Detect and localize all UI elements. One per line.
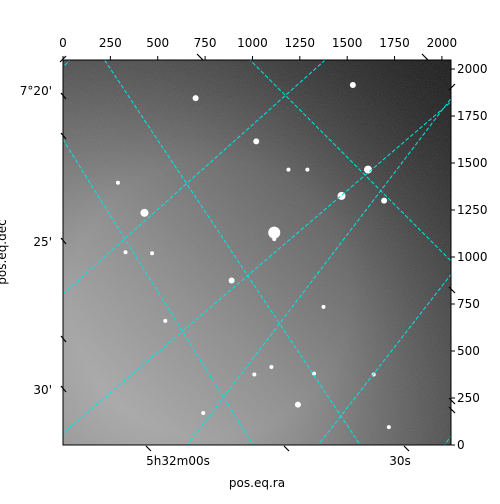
y-tick-label-0: 0 [457, 438, 465, 452]
y-tick-label-5: 1250 [457, 203, 488, 217]
wcs-tick-13 [448, 397, 456, 405]
star-23 [201, 411, 206, 416]
y-tick-label-6: 1500 [457, 156, 488, 170]
star-17 [252, 372, 257, 377]
x-tick-label-2: 500 [146, 36, 169, 50]
sky-noise [63, 60, 451, 445]
x-tick-label-5: 1250 [285, 36, 316, 50]
star-20 [269, 364, 274, 369]
wcs-tick-10 [421, 53, 429, 61]
star-16 [115, 180, 120, 185]
star-6 [381, 197, 388, 204]
y-tick-label-1: 250 [457, 391, 480, 405]
wcs-tick-11 [448, 83, 456, 91]
x-tick-label-1: 250 [99, 36, 122, 50]
wcs-tick-12 [448, 286, 456, 294]
star-3 [228, 277, 235, 284]
wcs-tick-1 [60, 132, 67, 140]
y-tick-label-7: 1750 [457, 109, 488, 123]
star-21 [163, 318, 168, 323]
y-tick-label-4: 1000 [457, 250, 488, 264]
x-tick-label-3: 750 [194, 36, 217, 50]
star-13 [305, 167, 310, 172]
ra-tick-label-0: 5h32m00s [146, 454, 210, 468]
star-8 [253, 138, 260, 145]
y-tick-label-3: 750 [457, 297, 480, 311]
star-11 [321, 304, 326, 309]
grid-line-5 [63, 60, 326, 295]
dec-tick-label-1: 25' [33, 235, 52, 249]
ra-tick-label-1: 30s [389, 454, 411, 468]
x-ticks-top: 0 250 500 750 1000 1250 1500 1750 2000 [59, 36, 457, 60]
x-tick-label-8: 2000 [427, 36, 458, 50]
star-14 [272, 237, 277, 242]
wcs-tick-8 [59, 55, 67, 63]
star-22 [386, 425, 391, 430]
x-tick-label-7: 1750 [379, 36, 410, 50]
wcs-tick-6 [283, 445, 290, 452]
star-7 [349, 82, 356, 89]
y-ticks-right: 0 250 500 750 1000 1250 1500 1750 2000 [451, 62, 488, 452]
wcs-tick-9 [196, 53, 204, 61]
plot-frame [62, 59, 452, 446]
wcs-tick-5 [145, 445, 152, 452]
grid-line-1 [103, 60, 361, 445]
y-tick-label-2: 500 [457, 344, 480, 358]
y-axis-label: pos.eq.dec [0, 219, 9, 284]
grid-line-4 [63, 101, 451, 434]
wcs-tick-3 [60, 335, 67, 343]
x-tick-label-0: 0 [59, 36, 67, 50]
wcs-tick-2 [60, 237, 67, 245]
wcs-ticks [59, 53, 456, 452]
y-tick-label-8: 2000 [457, 62, 488, 76]
x-axis-label: pos.eq.ra [229, 476, 285, 490]
star-10 [294, 401, 301, 408]
star-15 [123, 250, 128, 255]
star-2 [192, 95, 199, 102]
wcs-tick-7 [403, 445, 410, 452]
star-4 [364, 165, 373, 174]
star-9 [150, 251, 155, 256]
star-0 [268, 226, 281, 239]
x-tick-label-4: 1000 [237, 36, 268, 50]
star-1 [140, 208, 149, 217]
wcs-tick-0 [60, 92, 67, 100]
dec-tick-label-2: 30' [33, 383, 52, 397]
x-tick-label-6: 1500 [332, 36, 363, 50]
grid-line-2 [249, 60, 451, 262]
grid-line-7 [317, 273, 451, 445]
wcs-tick-4 [60, 385, 67, 393]
dec-tick-label-0: 7°20' [20, 84, 52, 98]
star-12 [286, 167, 291, 172]
wcs-tick-14 [448, 406, 456, 414]
grid-line-6 [186, 97, 451, 445]
star-18 [312, 371, 317, 376]
